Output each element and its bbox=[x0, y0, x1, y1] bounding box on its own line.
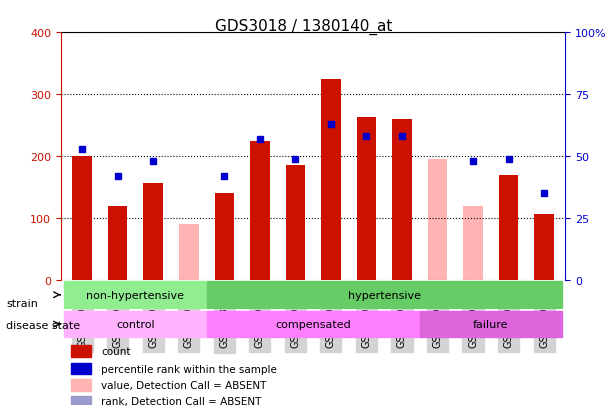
Bar bbox=[71, 363, 91, 375]
Bar bbox=[143, 183, 163, 280]
Bar bbox=[72, 157, 92, 280]
Text: disease state: disease state bbox=[6, 320, 80, 330]
Bar bbox=[392, 120, 412, 280]
Text: failure: failure bbox=[473, 319, 508, 329]
Text: compensated: compensated bbox=[275, 319, 351, 329]
Text: GDS3018 / 1380140_at: GDS3018 / 1380140_at bbox=[215, 19, 393, 35]
Bar bbox=[207, 282, 562, 308]
Text: hypertensive: hypertensive bbox=[348, 290, 421, 300]
Bar bbox=[207, 311, 420, 337]
Bar bbox=[71, 396, 91, 407]
Text: count: count bbox=[101, 346, 131, 356]
Bar bbox=[534, 214, 554, 280]
Bar bbox=[428, 160, 447, 280]
Bar bbox=[420, 311, 562, 337]
Bar bbox=[179, 225, 198, 280]
Bar bbox=[108, 206, 128, 280]
Bar bbox=[71, 345, 91, 357]
Bar bbox=[357, 118, 376, 280]
Text: non-hypertensive: non-hypertensive bbox=[86, 290, 184, 300]
Text: strain: strain bbox=[6, 299, 38, 309]
Bar bbox=[64, 282, 207, 308]
Bar bbox=[250, 141, 269, 280]
Bar bbox=[463, 206, 483, 280]
Text: rank, Detection Call = ABSENT: rank, Detection Call = ABSENT bbox=[101, 396, 261, 406]
Bar bbox=[499, 175, 519, 280]
Bar bbox=[215, 194, 234, 280]
Bar bbox=[321, 79, 340, 280]
Text: control: control bbox=[116, 319, 155, 329]
Bar bbox=[64, 311, 207, 337]
Bar bbox=[286, 166, 305, 280]
Bar bbox=[71, 379, 91, 391]
Text: percentile rank within the sample: percentile rank within the sample bbox=[101, 363, 277, 374]
Text: value, Detection Call = ABSENT: value, Detection Call = ABSENT bbox=[101, 380, 266, 390]
